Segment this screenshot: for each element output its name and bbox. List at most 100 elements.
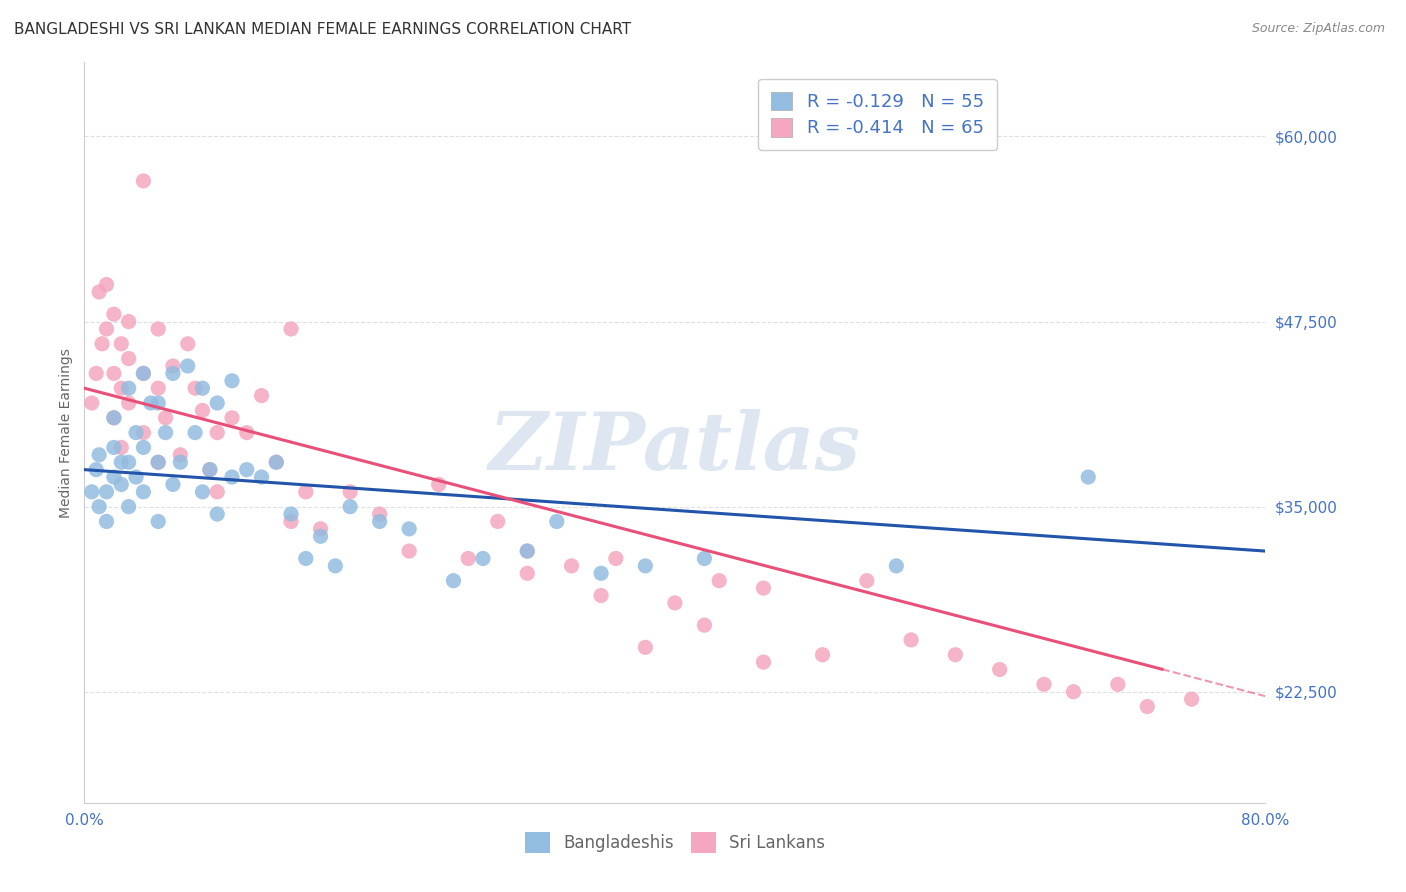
Point xyxy=(266,455,288,469)
Point xyxy=(221,470,243,484)
Point xyxy=(87,500,111,514)
Point xyxy=(1063,685,1085,699)
Point xyxy=(561,558,583,573)
Point xyxy=(91,336,114,351)
Point xyxy=(84,367,107,381)
Point xyxy=(191,403,214,417)
Point xyxy=(546,515,568,529)
Point xyxy=(266,455,288,469)
Point xyxy=(988,663,1011,677)
Point xyxy=(250,388,273,402)
Point xyxy=(634,640,657,655)
Point xyxy=(198,462,221,476)
Point xyxy=(191,484,214,499)
Point xyxy=(886,558,908,573)
Point xyxy=(103,307,125,321)
Point xyxy=(139,396,162,410)
Y-axis label: Median Female Earnings: Median Female Earnings xyxy=(59,348,73,517)
Point xyxy=(110,336,132,351)
Point xyxy=(87,448,111,462)
Point xyxy=(1136,699,1159,714)
Point xyxy=(162,477,184,491)
Point xyxy=(118,381,141,395)
Point xyxy=(110,441,132,455)
Point xyxy=(184,425,207,440)
Point xyxy=(118,396,141,410)
Point xyxy=(96,277,118,292)
Point xyxy=(207,425,229,440)
Point xyxy=(339,484,361,499)
Text: Source: ZipAtlas.com: Source: ZipAtlas.com xyxy=(1251,22,1385,36)
Point xyxy=(103,367,125,381)
Point xyxy=(207,396,229,410)
Point xyxy=(184,381,207,395)
Point xyxy=(118,315,141,329)
Point xyxy=(945,648,967,662)
Point xyxy=(634,558,657,573)
Point xyxy=(752,655,775,669)
Point xyxy=(118,500,141,514)
Point xyxy=(96,515,118,529)
Point xyxy=(125,470,148,484)
Point xyxy=(1181,692,1204,706)
Point xyxy=(236,425,259,440)
Point xyxy=(132,367,155,381)
Point xyxy=(427,477,450,491)
Point xyxy=(118,351,141,366)
Point xyxy=(900,632,922,647)
Point xyxy=(96,484,118,499)
Point xyxy=(132,441,155,455)
Point xyxy=(325,558,347,573)
Point xyxy=(516,566,538,581)
Point xyxy=(177,359,200,373)
Point xyxy=(87,285,111,299)
Point xyxy=(368,507,391,521)
Text: BANGLADESHI VS SRI LANKAN MEDIAN FEMALE EARNINGS CORRELATION CHART: BANGLADESHI VS SRI LANKAN MEDIAN FEMALE … xyxy=(14,22,631,37)
Point xyxy=(191,381,214,395)
Point xyxy=(162,367,184,381)
Point xyxy=(605,551,627,566)
Point xyxy=(84,462,107,476)
Point xyxy=(250,470,273,484)
Point xyxy=(103,410,125,425)
Point xyxy=(236,462,259,476)
Point xyxy=(443,574,465,588)
Point xyxy=(110,455,132,469)
Point xyxy=(148,455,170,469)
Point xyxy=(486,515,509,529)
Point xyxy=(280,515,302,529)
Point xyxy=(368,515,391,529)
Point xyxy=(148,381,170,395)
Point xyxy=(856,574,879,588)
Point xyxy=(103,410,125,425)
Point xyxy=(752,581,775,595)
Point xyxy=(472,551,495,566)
Point xyxy=(148,322,170,336)
Point xyxy=(96,322,118,336)
Point xyxy=(221,374,243,388)
Point xyxy=(309,529,332,543)
Point xyxy=(155,410,177,425)
Point xyxy=(207,484,229,499)
Point xyxy=(457,551,479,566)
Point xyxy=(103,470,125,484)
Point xyxy=(110,477,132,491)
Point xyxy=(103,441,125,455)
Point xyxy=(177,336,200,351)
Point xyxy=(280,507,302,521)
Text: ZIPatlas: ZIPatlas xyxy=(489,409,860,486)
Point xyxy=(132,484,155,499)
Point xyxy=(398,544,420,558)
Point xyxy=(132,174,155,188)
Point xyxy=(221,410,243,425)
Point xyxy=(295,484,318,499)
Point xyxy=(148,515,170,529)
Point xyxy=(693,551,716,566)
Point xyxy=(709,574,731,588)
Point xyxy=(132,425,155,440)
Point xyxy=(295,551,318,566)
Point xyxy=(169,448,191,462)
Point xyxy=(1077,470,1099,484)
Point xyxy=(1033,677,1056,691)
Point xyxy=(591,566,613,581)
